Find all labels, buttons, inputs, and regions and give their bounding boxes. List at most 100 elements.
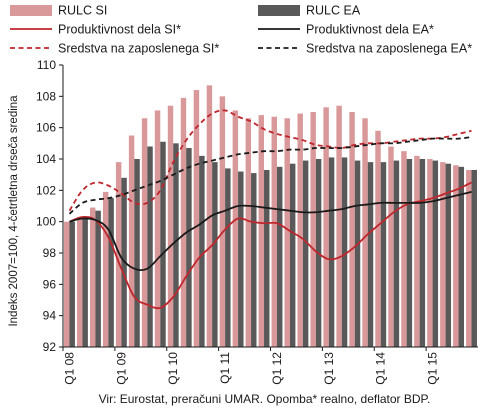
y-tick-label: 98: [43, 246, 57, 260]
bar-rulc-ea: [212, 162, 218, 347]
bar-rulc-si: [141, 118, 148, 348]
legend-produktivnost-si: Produktivnost dela SI*: [10, 23, 181, 37]
legend-label: RULC EA: [306, 4, 361, 18]
bar-rulc-si: [388, 146, 394, 347]
bar-rulc-ea: [173, 143, 179, 347]
legend: RULC SI RULC EA Produktivnost dela SI* Prod…: [10, 4, 472, 56]
bar-rulc-ea: [264, 169, 270, 347]
bar-rulc-ea: [445, 163, 452, 347]
bar-rulc-si: [167, 105, 174, 347]
bar-rulc-si: [375, 130, 381, 347]
bar-rulc-si: [219, 96, 226, 347]
bar-rulc-si: [414, 155, 420, 347]
y-tick-label: 110: [37, 58, 56, 72]
y-tick-label: 92: [43, 340, 57, 354]
y-tick-label: 96: [43, 277, 57, 291]
legend-label: RULC SI: [58, 4, 107, 18]
legend-sredstva-ea: Sredstva na zaposlenega EA*: [258, 42, 472, 56]
bar-rulc-ea: [367, 162, 374, 347]
line-produktivnost-ea: [69, 191, 472, 272]
bar-rulc-si: [401, 151, 407, 347]
bar-rulc-ea: [276, 166, 283, 347]
bar-rulc-ea: [134, 159, 140, 347]
bar-rulc-ea: [393, 160, 400, 347]
x-tick-label: Q1 15: [426, 352, 440, 385]
y-tick-label: 102: [36, 183, 56, 197]
bar-rulc-si: [258, 115, 265, 347]
legend-produktivnost-ea: Produktivnost dela EA*: [258, 23, 434, 37]
bar-rulc-si: [297, 113, 303, 347]
bar-rulc-si: [271, 116, 277, 347]
bar-rulc-si: [232, 110, 239, 348]
bar-rulc-si: [180, 97, 187, 348]
legend-label: Produktivnost dela SI*: [58, 23, 181, 37]
bar-rulc-si: [245, 118, 252, 348]
bar-rulc-si: [128, 135, 135, 347]
bar-rulc-ea: [82, 218, 88, 347]
bar-rulc-ea: [432, 160, 439, 347]
legend-swatch: [10, 5, 52, 16]
y-tick-label: 108: [36, 89, 56, 103]
bar-rulc-si: [77, 216, 83, 347]
legend-label: Sredstva na zaposlenega EA*: [306, 42, 472, 56]
bar-rulc-si: [336, 105, 342, 347]
bar-rulc-ea: [471, 169, 477, 347]
x-tick-label: Q1 08: [62, 352, 76, 385]
bar-rulc-ea: [458, 166, 464, 347]
bar-rulc-ea: [406, 159, 413, 347]
bar-rulc-ea: [95, 210, 101, 347]
y-tick-label: 94: [43, 309, 57, 323]
x-tick-label: Q1 13: [322, 352, 336, 385]
bar-rulc-ea: [186, 148, 192, 347]
legend-sredstva-si: Sredstva na zaposlenega SI*: [10, 42, 219, 56]
bar-rulc-ea: [147, 146, 153, 347]
bar-rulc-ea: [354, 160, 361, 347]
legend-label: Produktivnost dela EA*: [306, 23, 434, 37]
bar-rulc-ea: [238, 171, 244, 347]
bar-rulc-si: [349, 112, 355, 347]
x-tick-label: Q1 14: [374, 352, 388, 385]
line-sredstva-si: [68, 109, 472, 212]
bar-rulc-si: [193, 90, 200, 347]
x-tick-label: Q1 10: [166, 352, 180, 385]
legend-label: Sredstva na zaposlenega SI*: [58, 42, 219, 56]
bar-rulc-ea: [289, 163, 296, 347]
source-note: Vir: Eurostat, preračuni UMAR. Opomba* r…: [99, 392, 431, 406]
bar-rulc-ea: [225, 168, 231, 347]
bar-rulc-ea: [160, 141, 166, 347]
y-tick-label: 100: [36, 215, 56, 229]
plot-area: 92 94 96 98 100 102 104 106 108 110 Q1 08 Q1 09 Q1 1…: [36, 58, 478, 385]
bar-rulc-ea: [419, 159, 426, 347]
bar-rulc-ea: [380, 162, 387, 347]
bar-rulc-ea: [199, 155, 205, 347]
legend-rulc-ea: RULC EA: [258, 4, 361, 18]
bar-rulc-si: [64, 221, 70, 347]
bar-rulc-si: [102, 191, 109, 347]
bar-rulc-si: [323, 107, 329, 347]
y-axis-label: Indeks 2007=100, 4-četrtletna drseča sre…: [8, 95, 20, 327]
bar-rulc-si: [427, 159, 433, 347]
bar-rulc-si: [453, 165, 459, 347]
bar-rulc-ea: [328, 157, 335, 347]
bar-rulc-si: [89, 207, 96, 347]
bar-rulc-si: [310, 112, 316, 347]
x-tick-label: Q1 11: [218, 352, 232, 384]
x-tick-label: Q1 09: [114, 352, 128, 385]
bar-rulc-si: [284, 118, 290, 348]
x-tick-label: Q1 12: [270, 352, 284, 385]
bar-rulc-ea: [69, 221, 75, 347]
bar-rulc-si: [440, 162, 446, 347]
line-produktivnost-si: [69, 181, 472, 310]
legend-rulc-si: RULC SI: [10, 4, 107, 18]
bar-rulc-si: [362, 118, 368, 348]
bar-rulc-ea: [302, 160, 309, 347]
bar-rulc-ea: [341, 157, 348, 347]
y-tick-label: 104: [36, 152, 56, 166]
bar-rulc-ea: [251, 173, 257, 347]
bar-rulc-si: [466, 169, 472, 347]
legend-swatch: [258, 5, 300, 16]
line-sredstva-ea: [68, 136, 472, 215]
bar-rulc-ea: [108, 198, 114, 347]
y-tick-label: 106: [36, 121, 56, 135]
